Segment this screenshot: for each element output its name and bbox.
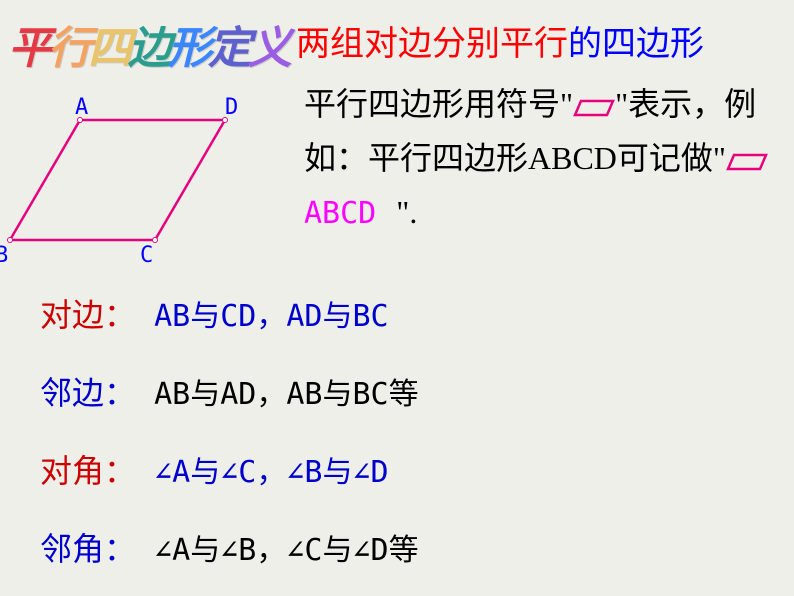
vertex-c-label: C	[140, 243, 153, 268]
definition-label: 邻边：	[40, 375, 136, 411]
symbol-text-3: ".	[396, 194, 417, 230]
definition-value: ∠A与∠C，∠B与∠D	[136, 455, 389, 490]
definition-row: 对边： AB与CD，AD与BC	[40, 290, 389, 336]
symbol-notation-block: 平行四边形用符号""表示，例如：平行四边形ABCD可记做"ABCD".	[304, 78, 784, 239]
definition-label: 邻角：	[40, 531, 136, 567]
title-rainbow: 平行四边形定义	[8, 12, 288, 76]
definition-label: 对边：	[40, 297, 136, 333]
def-red-part: 两组对边分别平行	[296, 26, 568, 63]
parallelogram-icon	[726, 134, 768, 152]
vertex-b-label: B	[0, 243, 8, 268]
definition-line: 两组对边分别平行的四边形	[296, 16, 704, 65]
parallelogram-diagram: A D B C	[0, 100, 280, 285]
definition-row: 对角： ∠A与∠C，∠B与∠D	[40, 446, 389, 492]
definition-row: 邻角： ∠A与∠B，∠C与∠D等	[40, 524, 419, 570]
definition-label: 对角：	[40, 453, 136, 489]
symbol-abcd: ABCD	[304, 196, 376, 231]
definition-row: 邻边： AB与AD，AB与BC等	[40, 368, 419, 414]
vertex-d-label: D	[225, 95, 238, 120]
def-blue-part: 的四边形	[568, 26, 704, 63]
definition-value: AB与AD，AB与BC等	[136, 377, 419, 412]
parallelogram-icon	[573, 80, 615, 98]
vertex-a-label: A	[75, 95, 88, 120]
definition-value: ∠A与∠B，∠C与∠D等	[136, 533, 419, 568]
symbol-text-1: 平行四边形用符号"	[304, 86, 573, 122]
definition-value: AB与CD，AD与BC	[136, 299, 389, 334]
